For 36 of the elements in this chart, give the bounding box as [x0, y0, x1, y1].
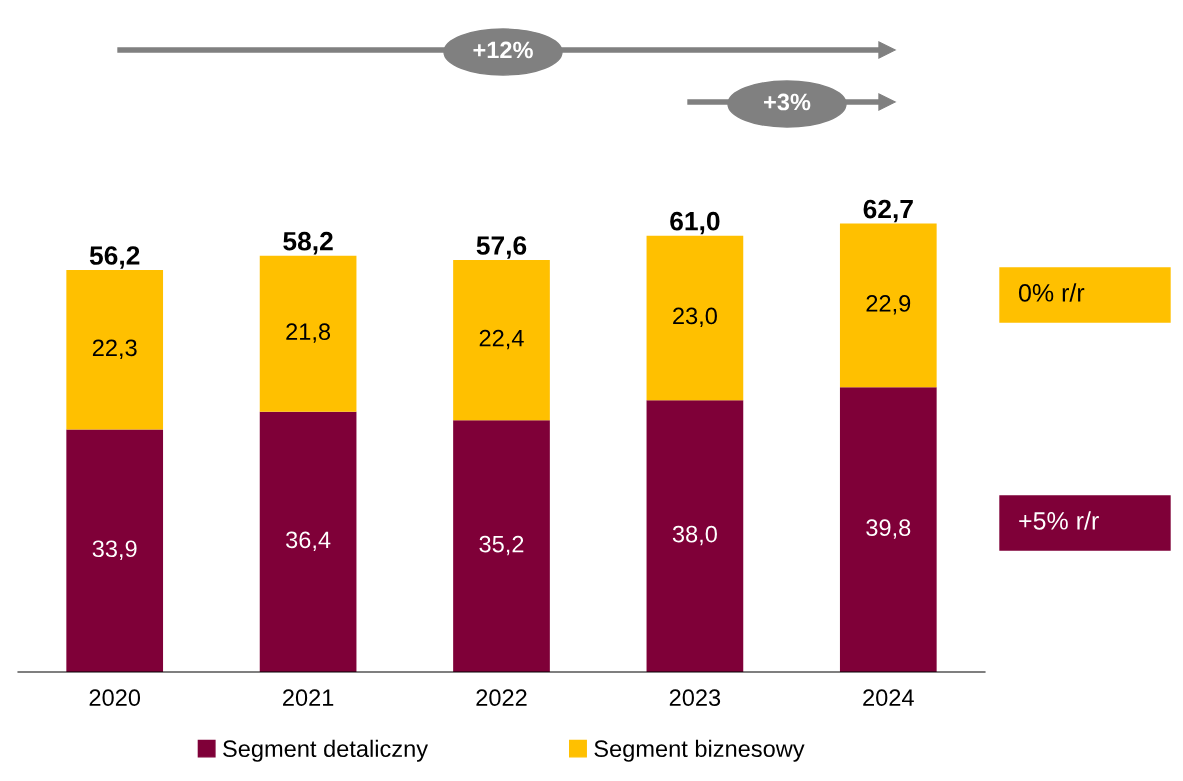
x-tick-label: 2024: [863, 689, 914, 707]
x-tick-label: 2021: [283, 689, 334, 707]
bar: [646, 235, 744, 401]
bar: [66, 429, 164, 672]
x-tick-label: 2022: [476, 689, 527, 707]
text: +12%: [473, 41, 533, 59]
data-label: 36,4: [286, 531, 331, 551]
bar: [839, 223, 937, 388]
text: 0% r/r: [1018, 283, 1085, 302]
bar: [259, 255, 357, 412]
data-label: 22,3: [92, 339, 137, 359]
total-label: 62,7: [863, 199, 913, 223]
data-label: 21,8: [286, 323, 331, 343]
text: +5% r/r: [1019, 511, 1099, 530]
bar: [453, 420, 550, 672]
bar: [646, 400, 744, 672]
data-label: 38,0: [672, 525, 717, 546]
bar: [453, 260, 550, 421]
legend-label: Segment biznesowy: [594, 739, 805, 762]
data-label: 23,0: [673, 307, 717, 328]
bar: [259, 411, 357, 672]
x-tick-label: 2020: [89, 689, 141, 707]
data-label: 22,9: [866, 295, 911, 315]
x-tick-label: 2023: [669, 689, 721, 707]
bar: [66, 270, 164, 430]
data-label: 39,8: [866, 519, 911, 539]
bar: [839, 387, 937, 672]
legend-label: Segment detaliczny: [223, 739, 429, 762]
data-label: 33,9: [92, 540, 137, 560]
total-label: 61,0: [670, 211, 720, 235]
data-label: 22,4: [479, 329, 524, 350]
data-label: 35,2: [479, 535, 524, 556]
total-label: 56,2: [89, 246, 140, 269]
text: +3%: [764, 93, 811, 111]
total-label: 57,6: [476, 236, 527, 259]
total-label: 58,2: [283, 231, 333, 255]
